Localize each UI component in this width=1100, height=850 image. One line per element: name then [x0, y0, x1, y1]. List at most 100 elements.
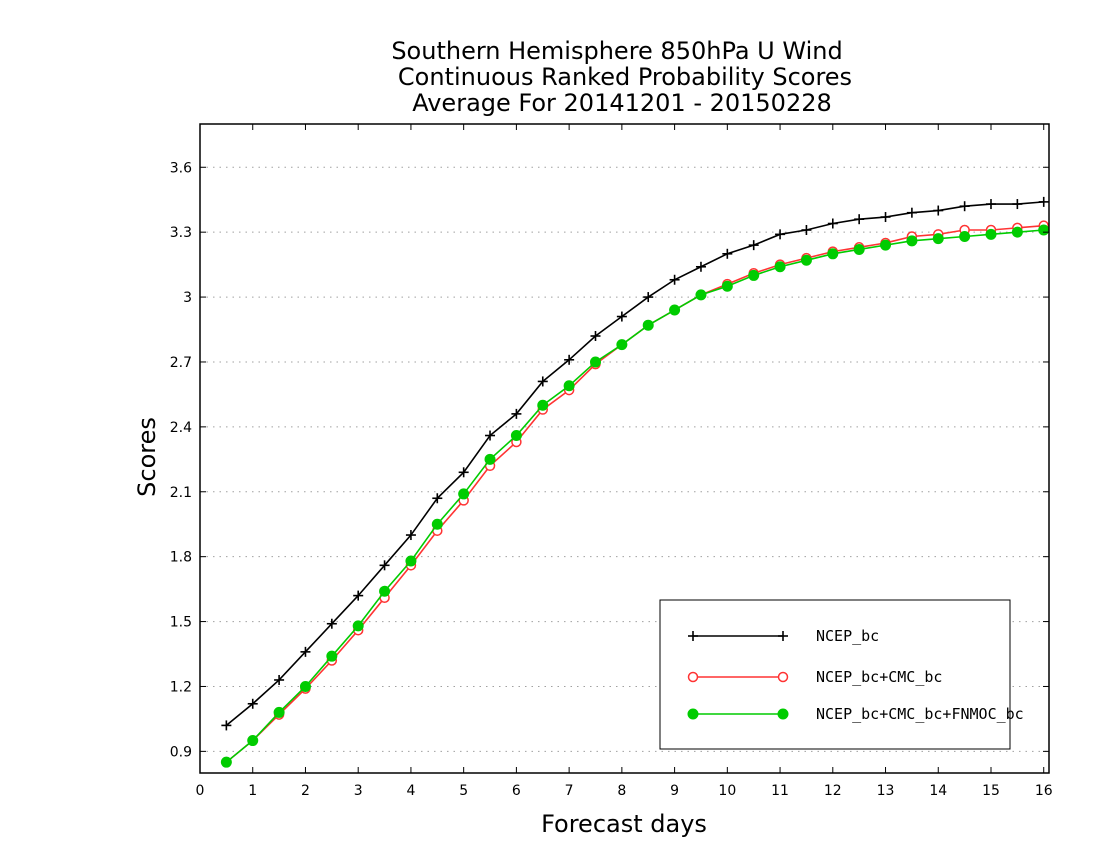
plot-frame: [199, 123, 1050, 774]
data-point: [485, 430, 496, 441]
legend: NCEP_bc NCEP_bc+CMC_bc NCEP_bc+CMC_bc+FNMO…: [659, 599, 1024, 750]
x-tick-label: 12: [824, 783, 842, 799]
data-point: [563, 380, 575, 392]
data-point: [379, 585, 391, 597]
x-tick-label: 5: [459, 783, 468, 799]
y-tick-label: 3.3: [170, 225, 192, 241]
x-tick-label: 13: [877, 783, 895, 799]
data-point: [537, 399, 549, 411]
data-point: [932, 233, 944, 245]
data-point: [590, 331, 601, 342]
chart-title: Southern Hemisphere 850hPa U Wind Contin…: [391, 37, 852, 117]
data-point: [273, 706, 285, 718]
data-point: [722, 248, 733, 259]
data-point: [1012, 199, 1023, 210]
x-axis-title: Forecast days: [541, 810, 707, 838]
x-tick-label: 6: [512, 783, 521, 799]
data-point: [985, 199, 996, 210]
data-point: [589, 356, 601, 368]
x-axis: 0 1 2 3 4 5 6 7 8 9 10 11 12 13 14 15 16: [196, 124, 1053, 799]
series-ncep-bc: [221, 196, 1049, 731]
data-point: [669, 304, 681, 316]
data-point: [827, 248, 839, 260]
data-point: [616, 311, 627, 322]
legend-marker: [687, 671, 699, 683]
y-tick-label: 1.5: [170, 615, 192, 631]
legend-label-ncep-bc-cmc-bc: NCEP_bc+CMC_bc: [816, 668, 942, 686]
data-point: [643, 292, 654, 303]
data-point: [775, 229, 786, 240]
legend-marker: [687, 708, 699, 720]
x-tick-label: 3: [354, 783, 363, 799]
title-line-3: Average For 20141201 - 20150228: [412, 89, 832, 117]
data-point: [854, 214, 865, 225]
y-tick-label: 2.7: [170, 355, 192, 371]
y-tick-label: 1.8: [170, 550, 192, 566]
x-tick-label: 7: [565, 783, 574, 799]
x-tick-label: 11: [771, 783, 789, 799]
y-tick-label: 3.6: [170, 160, 192, 176]
y-axis: 0.9 1.2 1.5 1.8 2.1 2.4 2.7 3 3.3 3.6: [170, 160, 1049, 760]
data-point: [353, 590, 364, 601]
data-point: [695, 261, 706, 272]
data-point: [247, 698, 258, 709]
data-point: [616, 339, 628, 351]
data-point: [906, 207, 917, 218]
data-point: [247, 735, 259, 747]
data-point: [564, 354, 575, 365]
y-tick-label: 3: [183, 290, 192, 306]
x-tick-label: 2: [301, 783, 310, 799]
series-layer: [220, 196, 1050, 768]
data-point: [853, 243, 865, 255]
data-point: [827, 218, 838, 229]
data-point: [721, 280, 733, 292]
data-point: [880, 212, 891, 223]
data-point: [405, 555, 417, 567]
data-point: [379, 560, 390, 571]
data-point: [642, 319, 654, 331]
x-tick-label: 16: [1035, 783, 1053, 799]
data-point: [669, 274, 680, 285]
data-point: [695, 289, 707, 301]
y-tick-label: 1.2: [170, 679, 192, 695]
data-point: [431, 518, 443, 530]
y-tick-label: 0.9: [170, 744, 192, 760]
x-tick-label: 8: [617, 783, 626, 799]
data-point: [774, 261, 786, 273]
x-tick-label: 15: [982, 783, 1000, 799]
series-ncep-bc-cmc-bc-fnmoc-bc: [220, 224, 1050, 768]
data-point: [299, 680, 311, 692]
data-point: [801, 225, 812, 236]
data-point: [326, 650, 338, 662]
data-point: [352, 620, 364, 632]
data-point: [748, 240, 759, 251]
legend-marker: [688, 631, 698, 641]
data-point: [511, 408, 522, 419]
data-point: [537, 376, 548, 387]
data-point: [985, 228, 997, 240]
data-point: [1011, 226, 1023, 238]
data-point: [510, 430, 522, 442]
data-point: [906, 235, 918, 247]
data-point: [484, 453, 496, 465]
x-tick-label: 4: [406, 783, 415, 799]
data-point: [405, 530, 416, 541]
data-point: [274, 674, 285, 685]
legend-box: [659, 599, 1011, 750]
legend-label-ncep-bc-cmc-bc-fnmoc-bc: NCEP_bc+CMC_bc+FNMOC_bc: [816, 705, 1024, 723]
data-point: [300, 646, 311, 657]
data-point: [458, 488, 470, 500]
data-point: [800, 254, 812, 266]
data-point: [959, 201, 970, 212]
data-point: [326, 618, 337, 629]
data-point: [1038, 224, 1050, 236]
data-point: [748, 269, 760, 281]
data-point: [458, 467, 469, 478]
x-tick-label: 1: [248, 783, 257, 799]
legend-label-ncep-bc: NCEP_bc: [816, 627, 879, 645]
data-point: [1038, 196, 1049, 207]
x-tick-label: 10: [718, 783, 736, 799]
x-tick-label: 9: [670, 783, 679, 799]
title-line-2: Continuous Ranked Probability Scores: [398, 63, 852, 91]
